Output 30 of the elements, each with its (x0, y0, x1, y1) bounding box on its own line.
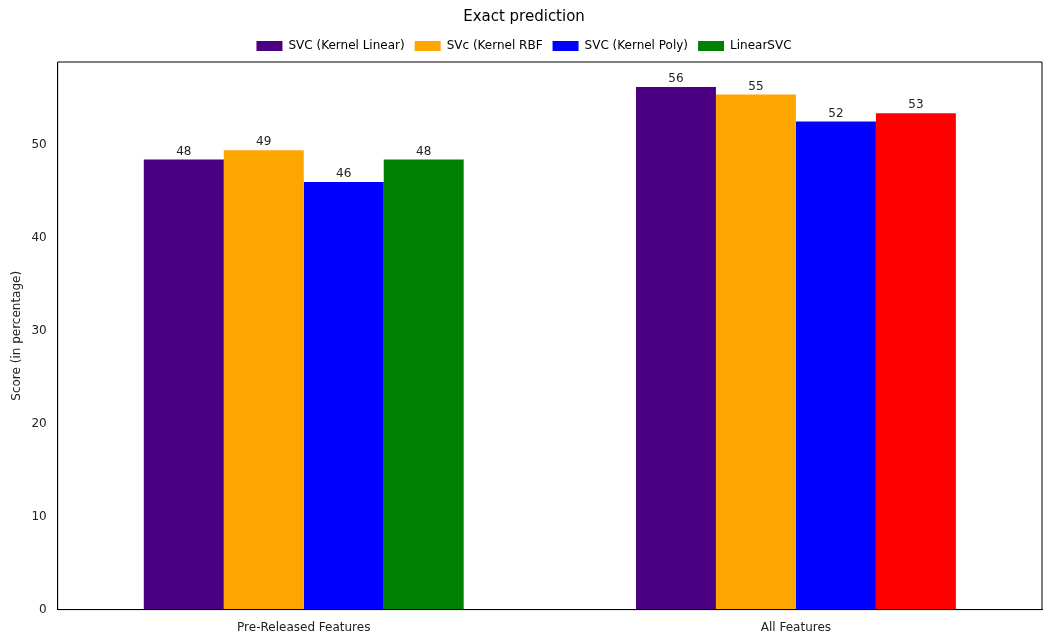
y-tick-label: 50 (31, 136, 47, 151)
bar (303, 181, 384, 610)
y-tick-label: 40 (31, 229, 47, 244)
data-label: 48 (416, 143, 432, 158)
bar (875, 113, 956, 610)
data-label: 49 (256, 134, 272, 149)
y-axis-title: Score (in percentage) (9, 270, 24, 401)
x-tick-label: All Features (760, 619, 832, 634)
legend-label: SVC (Kernel Linear) (288, 38, 405, 53)
data-label: 55 (748, 78, 764, 93)
data-label: 46 (336, 166, 352, 181)
legend-label: SVC (Kernel Poly) (584, 38, 689, 53)
chart-title: Exact prediction (463, 6, 585, 25)
data-label: 56 (668, 71, 684, 86)
bar (383, 159, 464, 610)
bar (635, 87, 716, 610)
data-label: 52 (828, 105, 844, 120)
data-label: 48 (176, 143, 192, 158)
y-tick-label: 30 (31, 322, 47, 337)
x-tick-label: Pre-Released Features (237, 619, 371, 634)
y-tick-label: 0 (39, 601, 47, 616)
legend-label: LinearSVC (730, 38, 792, 53)
legend-label: SVc (Kernel RBF (446, 38, 543, 53)
bar (795, 121, 876, 610)
y-tick-label: 10 (31, 508, 47, 523)
data-label: 53 (908, 97, 924, 112)
y-tick-label: 20 (31, 415, 47, 430)
bar (715, 94, 796, 610)
bar (143, 159, 224, 610)
bar (223, 150, 304, 610)
